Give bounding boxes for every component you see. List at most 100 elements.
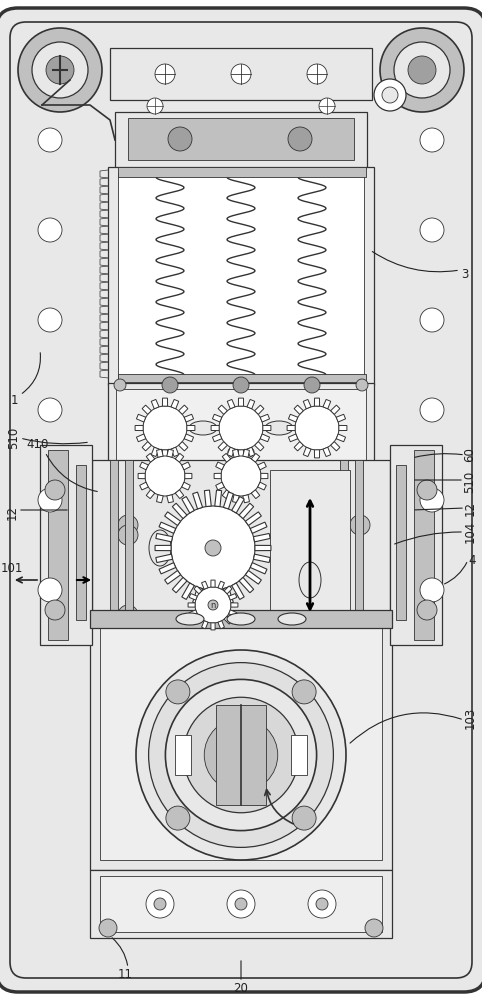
Polygon shape: [182, 462, 190, 470]
Polygon shape: [336, 414, 346, 422]
Text: 60: 60: [464, 448, 477, 462]
Circle shape: [118, 605, 138, 625]
Polygon shape: [218, 405, 228, 414]
Circle shape: [233, 377, 249, 393]
Polygon shape: [287, 425, 295, 431]
Text: 1: 1: [10, 393, 18, 406]
Polygon shape: [171, 399, 179, 409]
Polygon shape: [142, 442, 151, 451]
Circle shape: [118, 515, 138, 535]
Circle shape: [146, 890, 174, 918]
Circle shape: [45, 600, 65, 620]
Polygon shape: [159, 563, 176, 574]
Circle shape: [183, 697, 299, 813]
Polygon shape: [173, 577, 187, 593]
Ellipse shape: [176, 613, 204, 625]
Polygon shape: [339, 425, 347, 431]
Polygon shape: [239, 450, 243, 458]
Bar: [108, 383, 374, 535]
Circle shape: [231, 64, 251, 84]
Polygon shape: [232, 583, 244, 599]
Circle shape: [394, 42, 450, 98]
Polygon shape: [193, 492, 202, 509]
Circle shape: [38, 578, 62, 602]
Polygon shape: [175, 490, 184, 499]
Bar: [115, 112, 367, 168]
Ellipse shape: [265, 421, 293, 435]
Circle shape: [162, 377, 178, 393]
Polygon shape: [239, 577, 254, 593]
Polygon shape: [140, 462, 148, 470]
Circle shape: [38, 398, 62, 422]
Polygon shape: [314, 450, 320, 458]
Bar: [175, 735, 191, 775]
Polygon shape: [140, 482, 148, 490]
Polygon shape: [162, 450, 168, 458]
Polygon shape: [179, 442, 188, 451]
Circle shape: [350, 515, 370, 535]
Circle shape: [136, 650, 346, 860]
Circle shape: [382, 87, 398, 103]
Polygon shape: [224, 492, 233, 509]
Polygon shape: [157, 495, 163, 503]
Bar: [396, 465, 406, 620]
Polygon shape: [184, 434, 194, 442]
Circle shape: [165, 679, 317, 831]
Circle shape: [143, 406, 187, 450]
Circle shape: [292, 806, 316, 830]
Polygon shape: [175, 453, 184, 462]
Polygon shape: [146, 453, 155, 462]
Polygon shape: [245, 512, 261, 525]
Polygon shape: [294, 405, 303, 414]
Polygon shape: [250, 522, 267, 533]
Circle shape: [295, 406, 339, 450]
Circle shape: [417, 600, 437, 620]
Circle shape: [166, 806, 190, 830]
Polygon shape: [187, 425, 195, 431]
Circle shape: [38, 218, 62, 242]
Bar: [76, 465, 86, 620]
Bar: [40, 445, 92, 645]
Polygon shape: [162, 398, 168, 406]
Circle shape: [195, 587, 231, 623]
Polygon shape: [156, 533, 173, 542]
Polygon shape: [185, 473, 192, 479]
Polygon shape: [136, 414, 146, 422]
Text: 510: 510: [464, 471, 477, 493]
Polygon shape: [288, 414, 298, 422]
Polygon shape: [171, 447, 179, 457]
Bar: [355, 460, 363, 625]
Bar: [110, 48, 372, 100]
Polygon shape: [224, 616, 232, 624]
Circle shape: [154, 898, 166, 910]
Circle shape: [157, 468, 173, 484]
Polygon shape: [255, 545, 271, 551]
Text: 101: 101: [1, 562, 23, 574]
Polygon shape: [260, 434, 269, 442]
Circle shape: [292, 680, 316, 704]
Polygon shape: [254, 533, 270, 542]
Polygon shape: [251, 490, 260, 499]
Polygon shape: [218, 581, 225, 589]
Polygon shape: [159, 522, 176, 533]
Polygon shape: [303, 399, 311, 409]
Polygon shape: [182, 497, 194, 513]
Circle shape: [204, 718, 278, 792]
Circle shape: [155, 64, 175, 84]
Polygon shape: [224, 586, 232, 594]
Bar: [125, 460, 133, 625]
Polygon shape: [314, 398, 320, 406]
Text: n: n: [210, 600, 215, 609]
Text: 4: 4: [468, 554, 476, 566]
Bar: [390, 460, 412, 625]
Circle shape: [420, 218, 444, 242]
Polygon shape: [218, 442, 228, 451]
Circle shape: [166, 680, 190, 704]
Circle shape: [233, 468, 249, 484]
Polygon shape: [215, 482, 224, 490]
Polygon shape: [228, 610, 237, 616]
Bar: [110, 460, 118, 625]
Polygon shape: [243, 495, 250, 503]
Polygon shape: [184, 414, 194, 422]
Circle shape: [233, 420, 249, 436]
